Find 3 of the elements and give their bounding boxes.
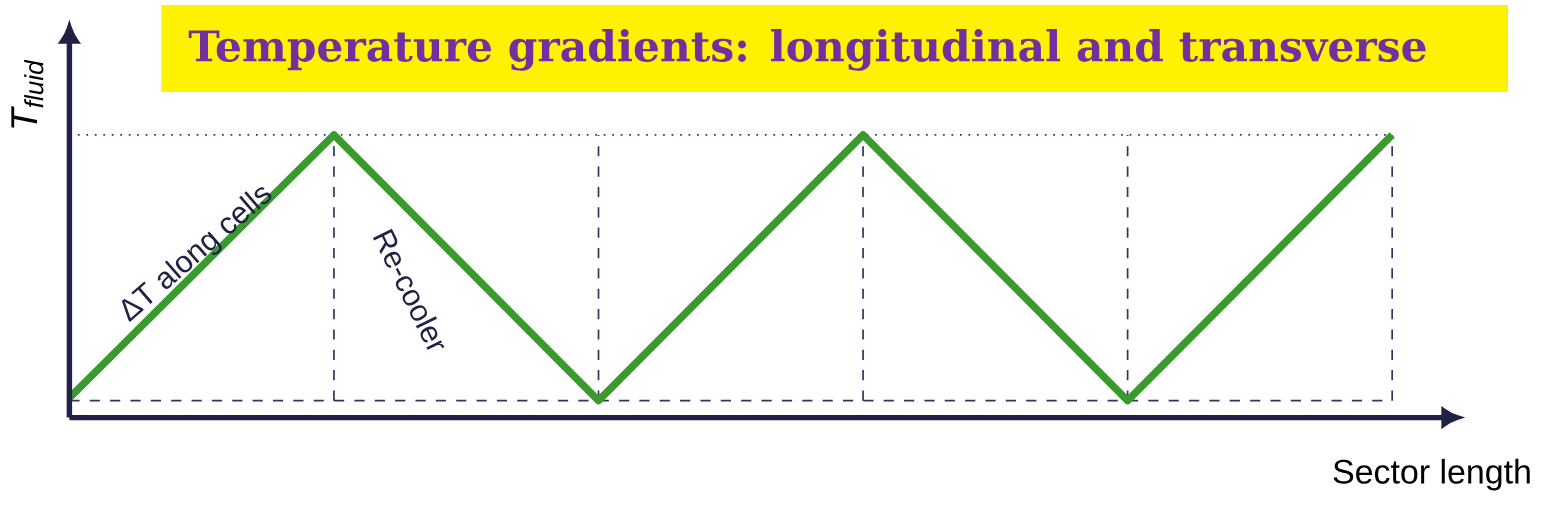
- y-axis-title: T$_{fluid}$: [11, 59, 44, 128]
- x-axis-title: Sector length: [1333, 458, 1530, 491]
- chart-title: Temperature gradients: longitudinal and transverse: [188, 28, 1426, 71]
